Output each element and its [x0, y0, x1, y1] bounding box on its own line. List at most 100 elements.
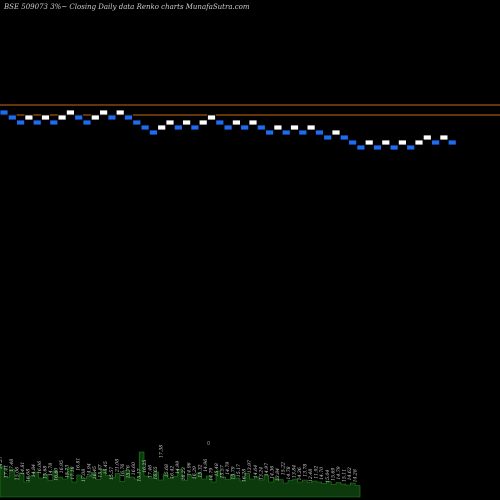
volume-label: 15.79 [231, 466, 237, 479]
renko-brick-up [57, 114, 67, 121]
volume-label: 16.23 [181, 467, 187, 480]
volume-label: 16.68 [26, 469, 32, 482]
renko-brick-up [290, 124, 299, 131]
renko-brick-up [397, 139, 407, 146]
volume-label: 14.94 [87, 463, 93, 476]
volume-label: 14.78 [286, 466, 292, 479]
renko-brick-up [165, 119, 175, 126]
renko-brick-down [132, 119, 142, 126]
volume-label: 13.84 [275, 468, 281, 481]
volume-label: 17.38 [159, 445, 165, 458]
renko-brick-down [265, 129, 275, 136]
volume-label: 14.64 [253, 465, 259, 478]
renko-brick-down [373, 144, 382, 151]
volume-label: 16.06 [37, 461, 43, 474]
renko-brick-down [240, 124, 250, 131]
renko-brick-down [314, 129, 324, 136]
volume-label: 13.84 [292, 465, 298, 478]
volume-label: 14.70 [319, 467, 325, 480]
volume-label: 15.06 [15, 467, 21, 480]
volume-area [0, 451, 361, 498]
volume-label: 15.73 [64, 465, 70, 478]
volume-label: 16.76 [120, 464, 126, 477]
renko-brick-up [248, 119, 258, 126]
volume-label: 14.79 [336, 466, 342, 479]
volume-label: 15.17 [236, 464, 242, 477]
renko-brick-up [207, 114, 216, 121]
volume-label: 16.95 [59, 460, 65, 473]
volume-label: 14.96 [186, 462, 192, 475]
renko-brick-down [323, 134, 333, 141]
volume-label: 15.11 [341, 469, 347, 482]
renko-brick-up [41, 114, 50, 121]
volume-label: 15.69 [330, 468, 336, 481]
renko-brick-up [198, 119, 208, 126]
renko-brick-up [439, 134, 449, 141]
volume-label: 15.48 [214, 463, 220, 476]
volume-label: 15.45 [103, 461, 109, 474]
volume-label: 17.48 [9, 459, 15, 472]
volume-label: 16.29 [192, 466, 198, 479]
volume-label: 15.87 [98, 464, 104, 477]
renko-brick-down [173, 124, 183, 131]
renko-brick-down [348, 139, 358, 146]
renko-brick-up [306, 124, 316, 131]
volume-label: 14.79 [208, 468, 214, 481]
volume-label: 14.36 [269, 466, 275, 479]
volume-label: 14.78 [48, 463, 54, 476]
renko-brick-down [140, 124, 150, 131]
renko-brick-down [124, 114, 133, 121]
renko-brick-up [99, 109, 108, 116]
volume-label: 15.68 [164, 464, 170, 477]
volume-label: 16.81 [76, 458, 82, 471]
chart-title: BSE 509073 3%~ Closing Daily data Renko … [3, 3, 250, 11]
renko-brick-up [115, 109, 125, 116]
volume-label: 14.27 [0, 456, 4, 469]
volume-label: 14.36 [297, 467, 303, 480]
volume-label: 15.68 [42, 466, 48, 479]
renko-brick-down [256, 124, 266, 131]
renko-brick-down [0, 109, 9, 116]
volume-label: 14.84 [31, 464, 37, 477]
renko-brick-up [66, 109, 75, 116]
renko-brick-down [406, 144, 416, 151]
reference-lines [0, 104, 500, 116]
volume-label: 16.60 [53, 468, 59, 481]
renko-brick-down [107, 114, 117, 121]
volume-label: 16.65 [153, 466, 159, 479]
volume-label: 14.79 [225, 462, 231, 475]
renko-brick-up [273, 124, 283, 131]
volume-label: 16.60 [131, 462, 137, 475]
volume-label: 15.57 [109, 467, 115, 480]
volume-label: 16.45 [92, 466, 98, 479]
renko-brick-down [298, 129, 308, 136]
renko-brick-up [231, 119, 241, 126]
volume-label: 14.99 [175, 461, 181, 474]
renko-brick-down [431, 139, 441, 146]
renko-brick-down [190, 124, 200, 131]
volume-label: 15.17 [136, 468, 142, 481]
volume-label: 14.96 [203, 459, 209, 472]
renko-brick-down [389, 144, 399, 151]
renko-brick-down [7, 114, 17, 121]
volume-label: 11.92 [314, 466, 320, 479]
volume-label: 16.28 [242, 469, 248, 482]
volume-label: 15.04 [325, 470, 331, 483]
volume-label: 12.48 [308, 469, 314, 482]
renko-brick-down [32, 119, 42, 126]
renko-brick-up [182, 119, 192, 126]
renko-brick-up [331, 129, 341, 136]
volume-label: 17.41 [4, 465, 10, 478]
renko-brick-down [447, 139, 457, 146]
renko-brick-down [74, 114, 84, 121]
renko-brick-down [281, 129, 291, 136]
renko-brick-down [49, 119, 59, 126]
volume-label: 17.46 [148, 465, 154, 478]
volume-label: 13.78 [303, 464, 309, 477]
renko-brick-down [339, 134, 349, 141]
volume-label: 17.08 [81, 469, 87, 482]
volume-label: 21.08 [114, 459, 120, 473]
renko-bricks [0, 109, 457, 151]
